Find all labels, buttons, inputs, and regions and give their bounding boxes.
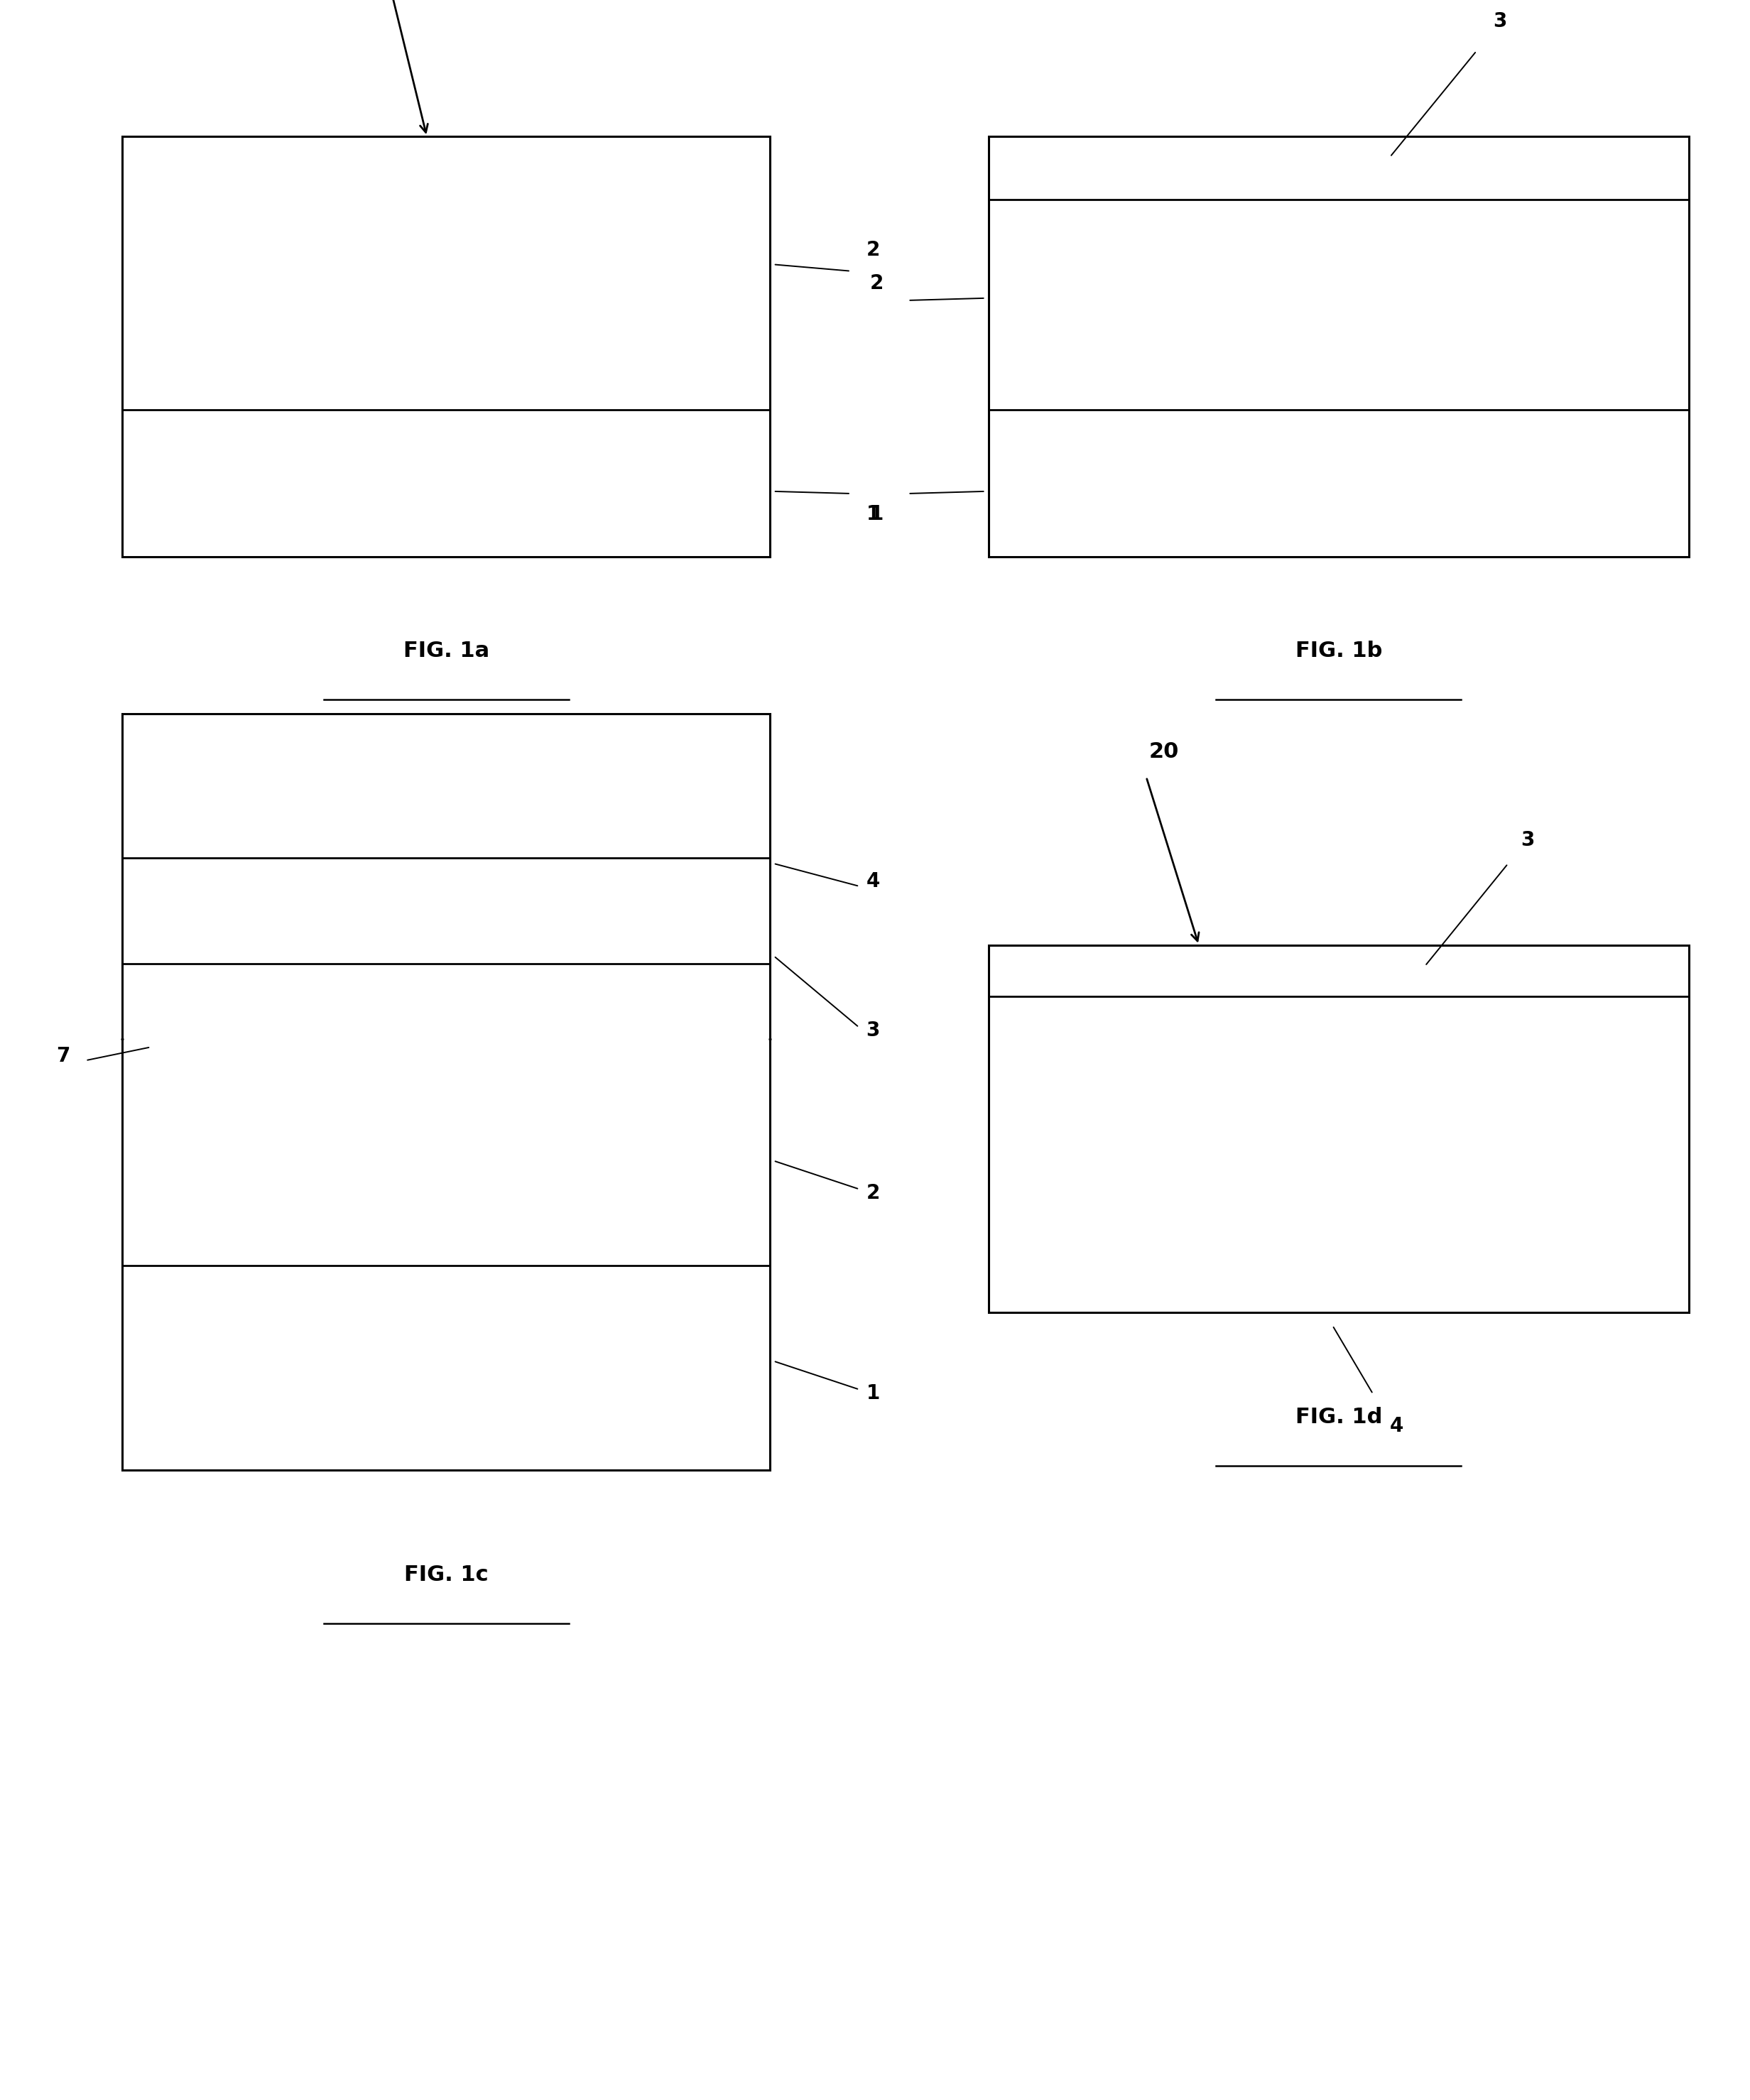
Text: 3: 3 (1493, 10, 1507, 31)
Text: 4: 4 (866, 872, 880, 892)
Text: 2: 2 (870, 273, 884, 294)
Text: FIG. 1c: FIG. 1c (404, 1564, 488, 1586)
Text: 7: 7 (56, 1046, 70, 1067)
Text: 20: 20 (1148, 741, 1180, 762)
Text: FIG. 1a: FIG. 1a (402, 640, 490, 662)
Text: 1: 1 (866, 1384, 880, 1403)
Text: 4: 4 (1390, 1415, 1404, 1436)
Text: 3: 3 (866, 1021, 880, 1040)
Text: 3: 3 (1521, 830, 1535, 850)
Text: FIG. 1b: FIG. 1b (1295, 640, 1382, 662)
Text: FIG. 1d: FIG. 1d (1295, 1407, 1382, 1428)
Text: 1: 1 (866, 504, 880, 525)
Text: 2: 2 (866, 239, 880, 260)
Bar (989, 945, 1689, 1312)
Bar (123, 714, 770, 1470)
Text: 1: 1 (870, 504, 884, 525)
Text: 2: 2 (866, 1182, 880, 1203)
Bar (123, 136, 770, 556)
Bar (989, 136, 1689, 556)
